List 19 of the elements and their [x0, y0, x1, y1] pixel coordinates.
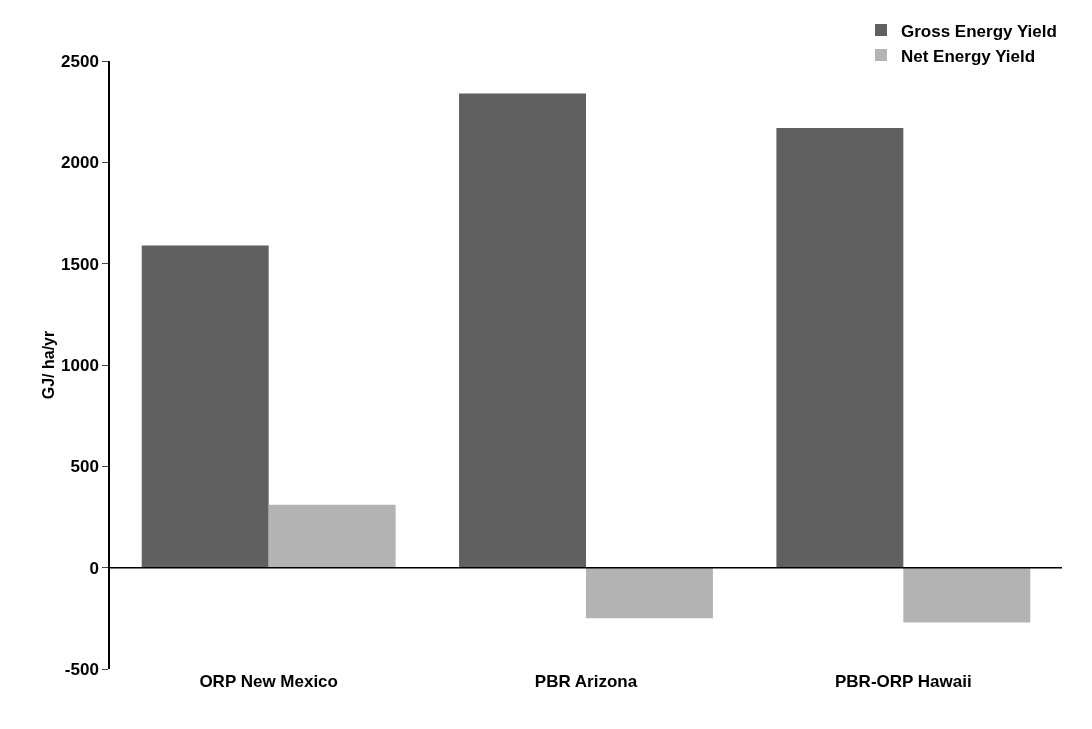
legend-label: Gross Energy Yield	[901, 21, 1057, 41]
y-axis-title: GJ/ ha/yr	[40, 330, 58, 400]
y-tick-label: 1000	[61, 355, 99, 375]
y-tick-label: 0	[89, 558, 99, 578]
bar	[586, 567, 713, 619]
legend-label: Net Energy Yield	[901, 46, 1036, 66]
x-tick-label: PBR-ORP Hawaii	[834, 672, 972, 691]
x-tick-label: PBR Arizona	[534, 672, 638, 691]
y-tick-label: 500	[70, 457, 99, 477]
bar	[459, 93, 586, 568]
y-tick-label: 2500	[61, 51, 99, 71]
y-tick-label: -500	[64, 659, 99, 679]
bar	[776, 127, 904, 568]
bar	[903, 567, 1031, 623]
y-tick-label: 1500	[61, 254, 99, 274]
x-tick-label: ORP New Mexico	[199, 672, 338, 691]
bar	[141, 245, 269, 568]
bar	[268, 504, 396, 568]
y-tick-label: 2000	[61, 153, 99, 173]
